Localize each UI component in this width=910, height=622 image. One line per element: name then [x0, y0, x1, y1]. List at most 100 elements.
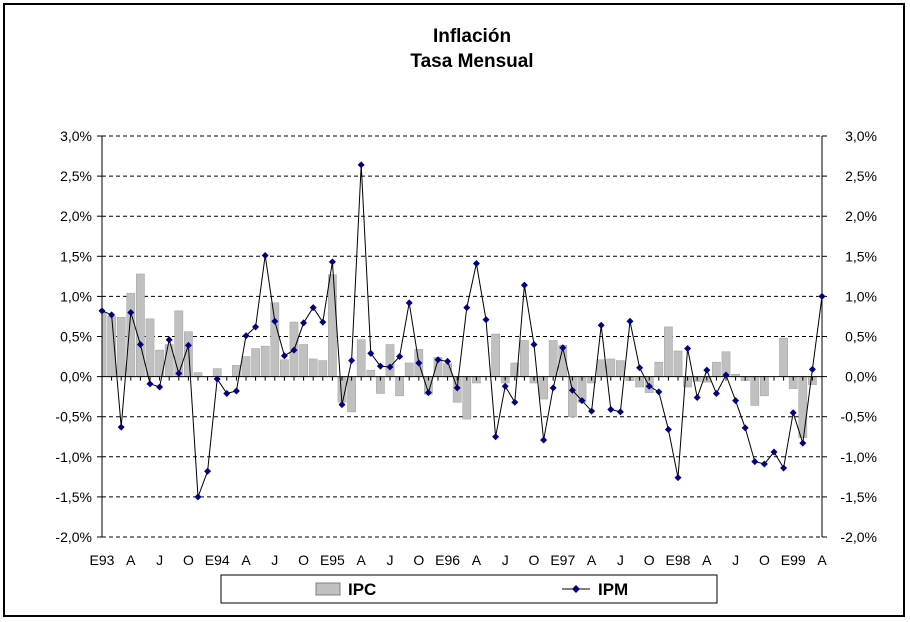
ipc-bar: [174, 310, 184, 377]
ipm-point: [319, 318, 327, 326]
y-tick-label-left: -1,0%: [55, 449, 92, 465]
x-tick-label: E97: [550, 552, 575, 568]
ipm-point: [712, 389, 720, 397]
ipm-point: [338, 401, 346, 409]
x-tick-label: A: [472, 552, 482, 568]
x-tick-label: O: [183, 552, 194, 568]
legend-ipc-swatch: [315, 582, 341, 596]
ipm-point: [280, 352, 288, 360]
legend: IPC IPM: [220, 574, 718, 604]
ipm-point: [453, 384, 461, 392]
ipm-point: [204, 467, 212, 475]
x-tick-label: J: [502, 552, 509, 568]
y-tick-label-left: -0,5%: [55, 409, 92, 425]
ipm-point: [127, 308, 135, 316]
ipm-point: [396, 353, 404, 361]
y-tick-label-left: -1,5%: [55, 489, 92, 505]
ipc-bars: [101, 273, 817, 438]
ipc-bar: [750, 376, 760, 406]
ipm-point: [808, 365, 816, 373]
x-tick-label: E95: [320, 552, 345, 568]
ipm-point: [588, 407, 596, 415]
x-tick-label: A: [126, 552, 136, 568]
ipm-point: [722, 371, 730, 379]
ipm-point: [444, 357, 452, 365]
x-tick-label: O: [413, 552, 424, 568]
ipm-point: [136, 341, 144, 349]
gridlines: [102, 135, 822, 538]
y-tick-label-right: 1,0%: [845, 288, 877, 304]
ipm-point: [511, 398, 519, 406]
x-tick-label: J: [617, 552, 624, 568]
ipm-point: [175, 369, 183, 377]
ipc-bar: [193, 372, 203, 377]
ipm-point: [98, 307, 106, 315]
ipm-point: [597, 321, 605, 329]
ipc-bar: [568, 376, 577, 417]
y-tick-label-right: -1,5%: [840, 489, 877, 505]
ipm-point: [223, 389, 231, 397]
ipm-point: [252, 323, 260, 331]
ipm-point: [540, 436, 548, 444]
ipm-point: [415, 359, 423, 367]
ipm-point: [693, 393, 701, 401]
ipm-point: [760, 460, 768, 468]
ipm-point: [664, 426, 672, 434]
ipc-bar: [520, 340, 529, 377]
ipc-bar: [712, 361, 721, 377]
ipm-point: [549, 384, 557, 392]
x-tick-label: O: [644, 552, 655, 568]
y-tick-label-right: 0,5%: [845, 329, 877, 345]
x-tick-label: J: [156, 552, 163, 568]
ipm-point: [290, 346, 298, 354]
x-tick-label: E96: [435, 552, 460, 568]
ipm-point: [751, 458, 759, 466]
ipm-point: [434, 356, 442, 364]
ipm-point: [674, 474, 682, 482]
y-tick-label-right: 3,0%: [845, 128, 877, 144]
ipm-point: [789, 409, 797, 417]
x-tick-label: E94: [205, 552, 230, 568]
ipc-bar: [126, 292, 136, 377]
ipm-point: [213, 375, 221, 383]
x-tick-label: O: [759, 552, 770, 568]
ipm-point: [194, 493, 202, 501]
ipm-line: [98, 161, 826, 501]
ipc-bar: [664, 326, 673, 377]
ipm-point: [568, 386, 576, 394]
ipm-point: [578, 397, 586, 405]
ipc-bar: [241, 356, 251, 377]
ipc-bar: [779, 337, 788, 377]
y-tick-label-left: 3,0%: [60, 128, 92, 144]
y-tick-label-left: 1,0%: [60, 288, 92, 304]
y-tick-label-left: 2,0%: [60, 208, 92, 224]
ipm-point: [463, 304, 471, 312]
ipm-point: [818, 292, 826, 300]
ipm-point: [405, 299, 413, 307]
y-tick-label-right: 2,0%: [845, 208, 877, 224]
y-tick-label-left: 0,5%: [60, 329, 92, 345]
ipc-bar: [101, 312, 107, 377]
ipc-bar: [318, 360, 328, 377]
ipc-bar: [548, 340, 558, 377]
ipm-point: [636, 364, 644, 372]
ipm-point: [232, 387, 240, 395]
legend-ipc-label: IPC: [348, 580, 376, 599]
ipm-point: [424, 389, 432, 397]
ipm-point: [386, 363, 394, 371]
x-tick-label: E93: [90, 552, 115, 568]
ipm-point: [626, 317, 634, 325]
ipm-point: [655, 388, 663, 396]
ipc-bar: [136, 273, 145, 377]
y-axis-right-ticks: 3,0% 2,5% 2,0% 1,5% 1,0% 0,5% 0,0% -0,5% -1,0% -1…: [840, 128, 877, 545]
x-tick-label: J: [732, 552, 739, 568]
ipc-bar: [356, 339, 366, 377]
ipc-bar: [673, 350, 683, 377]
axes: [97, 135, 827, 538]
y-tick-label-left: 1,5%: [60, 248, 92, 264]
ipm-point: [645, 382, 653, 390]
ipm-point: [492, 433, 500, 441]
legend-ipm-label: IPM: [598, 580, 628, 599]
ipm-point: [616, 408, 624, 416]
ipm-point: [117, 423, 125, 431]
